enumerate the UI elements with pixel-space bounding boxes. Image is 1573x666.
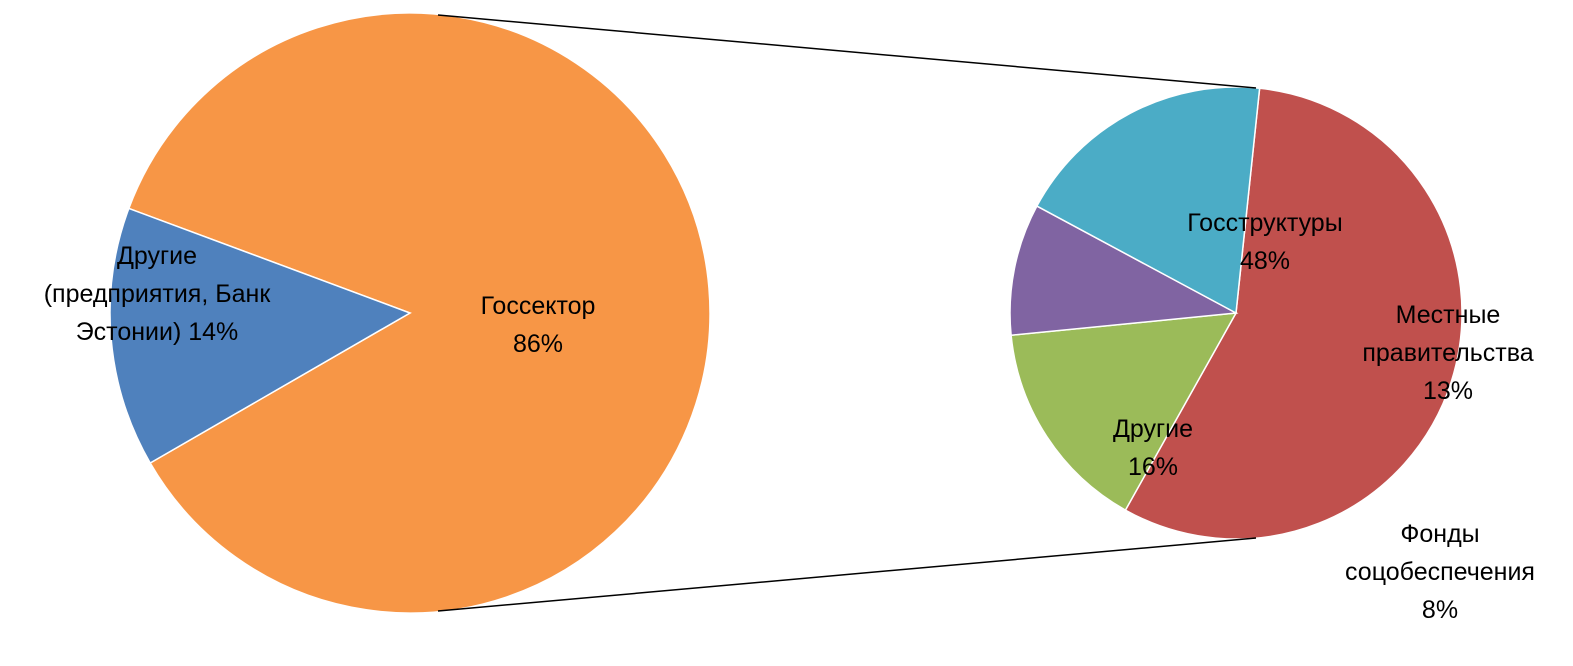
label-social-funds: Фонды соцобеспечения 8% (1345, 520, 1535, 624)
label-social-funds-line: соцобеспечения (1345, 558, 1535, 586)
label-local-gov-line: 13% (1423, 377, 1473, 405)
sec-slice-local-gov (1010, 312, 1238, 512)
sec-slice-social-funds (1009, 205, 1239, 337)
label-gosstruktury-line: 48% (1240, 247, 1290, 275)
connector-line-bottom (437, 537, 1257, 612)
label-main-other-line: (предприятия, Банк (44, 280, 272, 308)
main-slice-gossector (127, 12, 711, 614)
label-gossector: Госсектор 86% (481, 292, 596, 358)
label-main-other-line: Другие (117, 242, 197, 270)
label-sec-other: Другие 16% (1113, 415, 1193, 481)
connector-line-top (437, 14, 1257, 89)
label-local-gov: Местные правительства 13% (1362, 301, 1533, 405)
label-sec-other-line: Другие (1113, 415, 1193, 443)
label-gossector-line: 86% (513, 330, 563, 358)
label-main-other-line: Эстонии) 14% (76, 318, 239, 346)
sec-slice-other (1035, 86, 1261, 315)
label-main-other: Другие (предприятия, Банк Эстонии) 14% (44, 242, 272, 346)
label-gosstruktury: Госструктуры 48% (1187, 209, 1342, 275)
label-local-gov-line: правительства (1362, 339, 1533, 367)
label-gosstruktury-line: Госструктуры (1187, 209, 1342, 237)
label-social-funds-line: Фонды (1400, 520, 1479, 548)
label-sec-other-line: 16% (1128, 453, 1178, 481)
label-local-gov-line: Местные (1396, 301, 1501, 329)
main-slice-other (109, 207, 412, 465)
label-gossector-line: Госсектор (481, 292, 596, 320)
label-social-funds-line: 8% (1422, 596, 1458, 624)
